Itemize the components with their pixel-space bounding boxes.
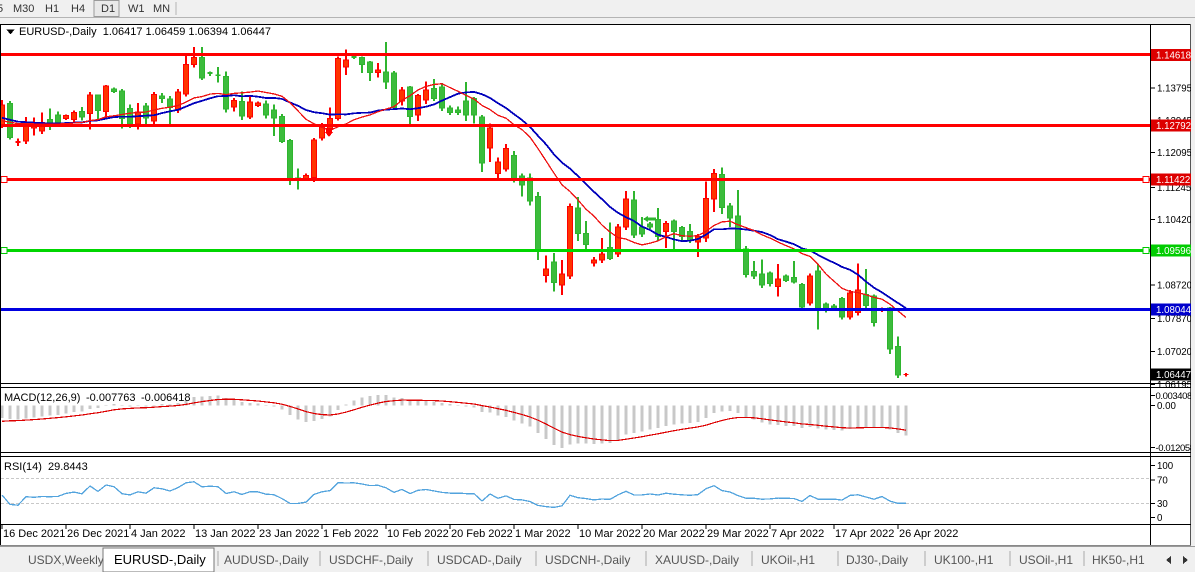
svg-text:1.12792: 1.12792	[1156, 121, 1191, 132]
svg-text:USDCAD-,Daily: USDCAD-,Daily	[437, 553, 522, 567]
svg-text:1 Feb 2022: 1 Feb 2022	[323, 528, 379, 540]
svg-text:70: 70	[1157, 476, 1168, 487]
svg-text:HK50-,H1: HK50-,H1	[1092, 553, 1145, 567]
svg-text:29.8443: 29.8443	[48, 461, 88, 473]
svg-text:23 Jan 2022: 23 Jan 2022	[259, 528, 320, 540]
svg-text:10 Mar 2022: 10 Mar 2022	[579, 528, 641, 540]
svg-text:30: 30	[1157, 499, 1168, 510]
svg-text:1.07020: 1.07020	[1157, 347, 1193, 358]
svg-text:H4: H4	[71, 3, 85, 15]
svg-text:1.11422: 1.11422	[1156, 175, 1190, 186]
svg-text:100: 100	[1157, 461, 1174, 472]
svg-text:1.12095: 1.12095	[1157, 148, 1192, 159]
svg-text:USDCNH-,Daily: USDCNH-,Daily	[545, 553, 630, 567]
svg-text:16 Dec 2021: 16 Dec 2021	[3, 528, 65, 540]
svg-text:EURUSD-,Daily: EURUSD-,Daily	[114, 552, 206, 567]
svg-text:-0.006418: -0.006418	[141, 392, 191, 404]
svg-text:20 Mar 2022: 20 Mar 2022	[643, 528, 705, 540]
svg-text:20 Feb 2022: 20 Feb 2022	[451, 528, 513, 540]
svg-text:EURUSD-,Daily 1.06417 1.06459: EURUSD-,Daily 1.06417 1.06459 1.06394 1.…	[19, 26, 271, 38]
svg-text:1.07870: 1.07870	[1157, 314, 1193, 325]
svg-text:USOil-,H1: USOil-,H1	[1019, 553, 1073, 567]
svg-text:1.11245: 1.11245	[1157, 183, 1191, 194]
svg-text:1.13795: 1.13795	[1157, 84, 1192, 95]
svg-text:RSI(14): RSI(14)	[4, 461, 42, 473]
svg-text:1.14618: 1.14618	[1156, 51, 1191, 62]
svg-text:D1: D1	[101, 3, 115, 15]
svg-text:1.10420: 1.10420	[1157, 215, 1193, 226]
svg-text:0.003408: 0.003408	[1156, 391, 1193, 402]
svg-text:1.08044: 1.08044	[1156, 305, 1192, 316]
svg-text:W1: W1	[128, 3, 145, 15]
svg-text:1.06447: 1.06447	[1156, 370, 1191, 381]
svg-text:MN: MN	[153, 3, 170, 15]
svg-text:H1: H1	[45, 3, 59, 15]
svg-text:0.00: 0.00	[1157, 401, 1176, 412]
svg-text:4 Jan 2022: 4 Jan 2022	[131, 528, 185, 540]
svg-text:XAUUSD-,Daily: XAUUSD-,Daily	[655, 553, 739, 567]
svg-text:AUDUSD-,Daily: AUDUSD-,Daily	[224, 553, 309, 567]
svg-text:UKOil-,H1: UKOil-,H1	[761, 553, 815, 567]
svg-text:26 Dec 2021: 26 Dec 2021	[67, 528, 129, 540]
svg-text:26 Apr 2022: 26 Apr 2022	[899, 528, 958, 540]
svg-text:1 Mar 2022: 1 Mar 2022	[515, 528, 571, 540]
svg-text:17 Apr 2022: 17 Apr 2022	[835, 528, 894, 540]
svg-text:1.08720: 1.08720	[1157, 281, 1193, 292]
svg-text:USDCHF-,Daily: USDCHF-,Daily	[329, 553, 413, 567]
svg-text:USDX,Weekly: USDX,Weekly	[28, 553, 104, 567]
svg-text:5: 5	[0, 3, 3, 15]
svg-text:29 Mar 2022: 29 Mar 2022	[707, 528, 769, 540]
svg-text:7 Apr 2022: 7 Apr 2022	[771, 528, 824, 540]
svg-text:1.09596: 1.09596	[1156, 246, 1191, 257]
svg-text:UK100-,H1: UK100-,H1	[934, 553, 994, 567]
svg-text:DJ30-,Daily: DJ30-,Daily	[846, 553, 908, 567]
svg-text:-0.007763: -0.007763	[86, 392, 136, 404]
svg-text:MACD(12,26,9): MACD(12,26,9)	[4, 392, 80, 404]
svg-text:0: 0	[1157, 513, 1163, 524]
svg-text:13 Jan 2022: 13 Jan 2022	[195, 528, 256, 540]
svg-text:M30: M30	[13, 3, 34, 15]
svg-text:10 Feb 2022: 10 Feb 2022	[387, 528, 449, 540]
svg-text:1.06195: 1.06195	[1157, 380, 1192, 391]
svg-text:-0.012058: -0.012058	[1156, 443, 1195, 454]
